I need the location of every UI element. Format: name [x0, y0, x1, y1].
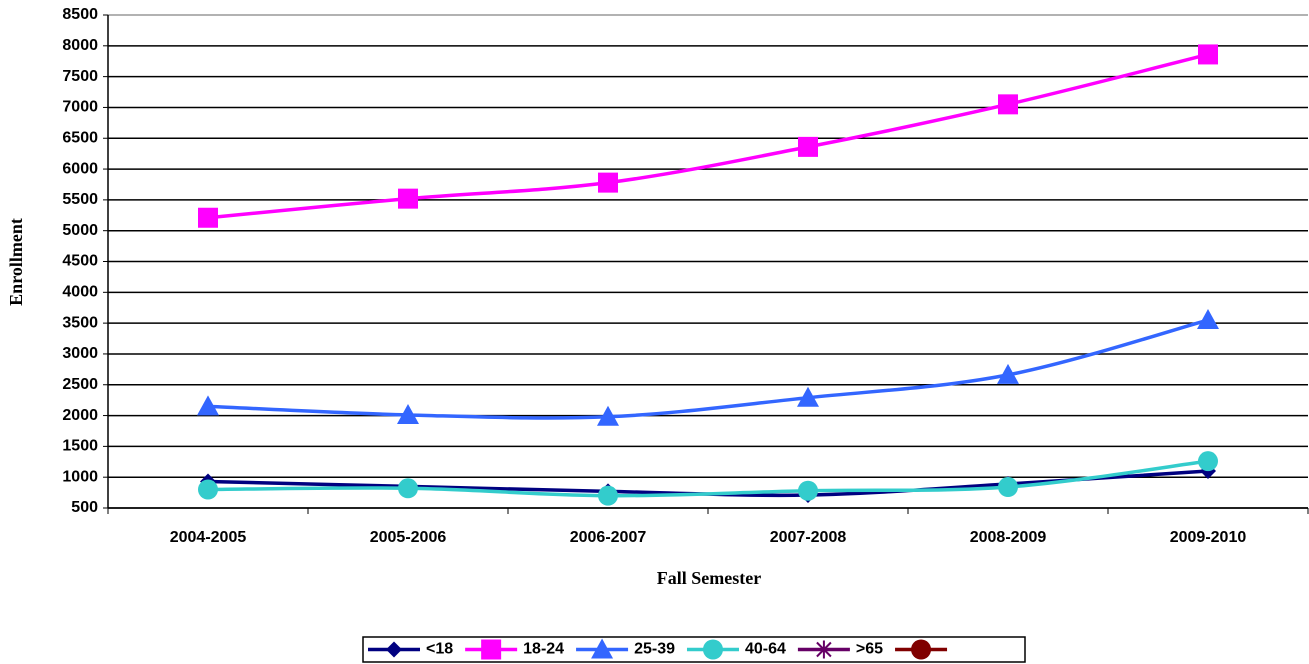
y-tick-label: 4000 [62, 284, 98, 301]
y-tick-label: 3500 [62, 314, 98, 331]
marker [598, 485, 618, 506]
marker [1198, 44, 1218, 65]
series-line [207, 52, 1209, 220]
marker [702, 639, 723, 660]
y-tick-label: 6000 [62, 160, 98, 177]
marker [798, 480, 818, 501]
y-tick-label: 4500 [62, 253, 98, 270]
marker [798, 136, 818, 157]
y-tick-label: 2500 [62, 376, 98, 393]
x-tick-label: 2009-2010 [1170, 529, 1247, 546]
y-tick-label: 2000 [62, 407, 98, 424]
y-tick-label: 500 [71, 499, 98, 516]
y-tick-label: 8500 [62, 6, 98, 23]
marker [998, 94, 1018, 115]
y-axis-title: Enrollment [6, 218, 26, 306]
marker [398, 188, 418, 209]
y-tick-label: 3000 [62, 345, 98, 362]
marker [911, 639, 932, 660]
marker [197, 395, 219, 416]
marker [816, 640, 832, 659]
y-tick-label: 7500 [62, 68, 98, 85]
y-tick-label: 5000 [62, 222, 98, 239]
legend-label: 18-24 [523, 641, 564, 658]
legend-label: >65 [856, 641, 883, 658]
legend-label: 40-64 [745, 641, 786, 658]
y-tick-label: 6500 [62, 129, 98, 146]
x-axis-title: Fall Semester [657, 568, 761, 588]
marker [398, 478, 418, 499]
marker [198, 207, 218, 228]
marker [386, 641, 402, 658]
series-line [207, 318, 1209, 420]
y-tick-label: 7000 [62, 99, 98, 116]
marker [1198, 451, 1218, 472]
y-tick-label: 8000 [62, 37, 98, 54]
marker [481, 639, 502, 660]
legend-label: <18 [426, 641, 453, 658]
x-tick-label: 2005-2006 [370, 529, 447, 546]
marker [598, 172, 618, 193]
y-tick-label: 5500 [62, 191, 98, 208]
y-tick-label: 1500 [62, 438, 98, 455]
marker [198, 479, 218, 500]
x-tick-label: 2004-2005 [170, 529, 247, 546]
y-tick-label: 1000 [62, 468, 98, 485]
marker [397, 403, 419, 424]
marker [797, 386, 819, 407]
legend-label: 25-39 [634, 641, 675, 658]
marker [597, 405, 619, 426]
series-line [207, 459, 1209, 498]
marker [998, 477, 1018, 498]
x-tick-label: 2007-2008 [770, 529, 847, 546]
marker [1197, 309, 1219, 330]
x-tick-label: 2006-2007 [570, 529, 647, 546]
x-tick-label: 2008-2009 [970, 529, 1047, 546]
marker [591, 638, 614, 659]
marker [997, 363, 1019, 384]
